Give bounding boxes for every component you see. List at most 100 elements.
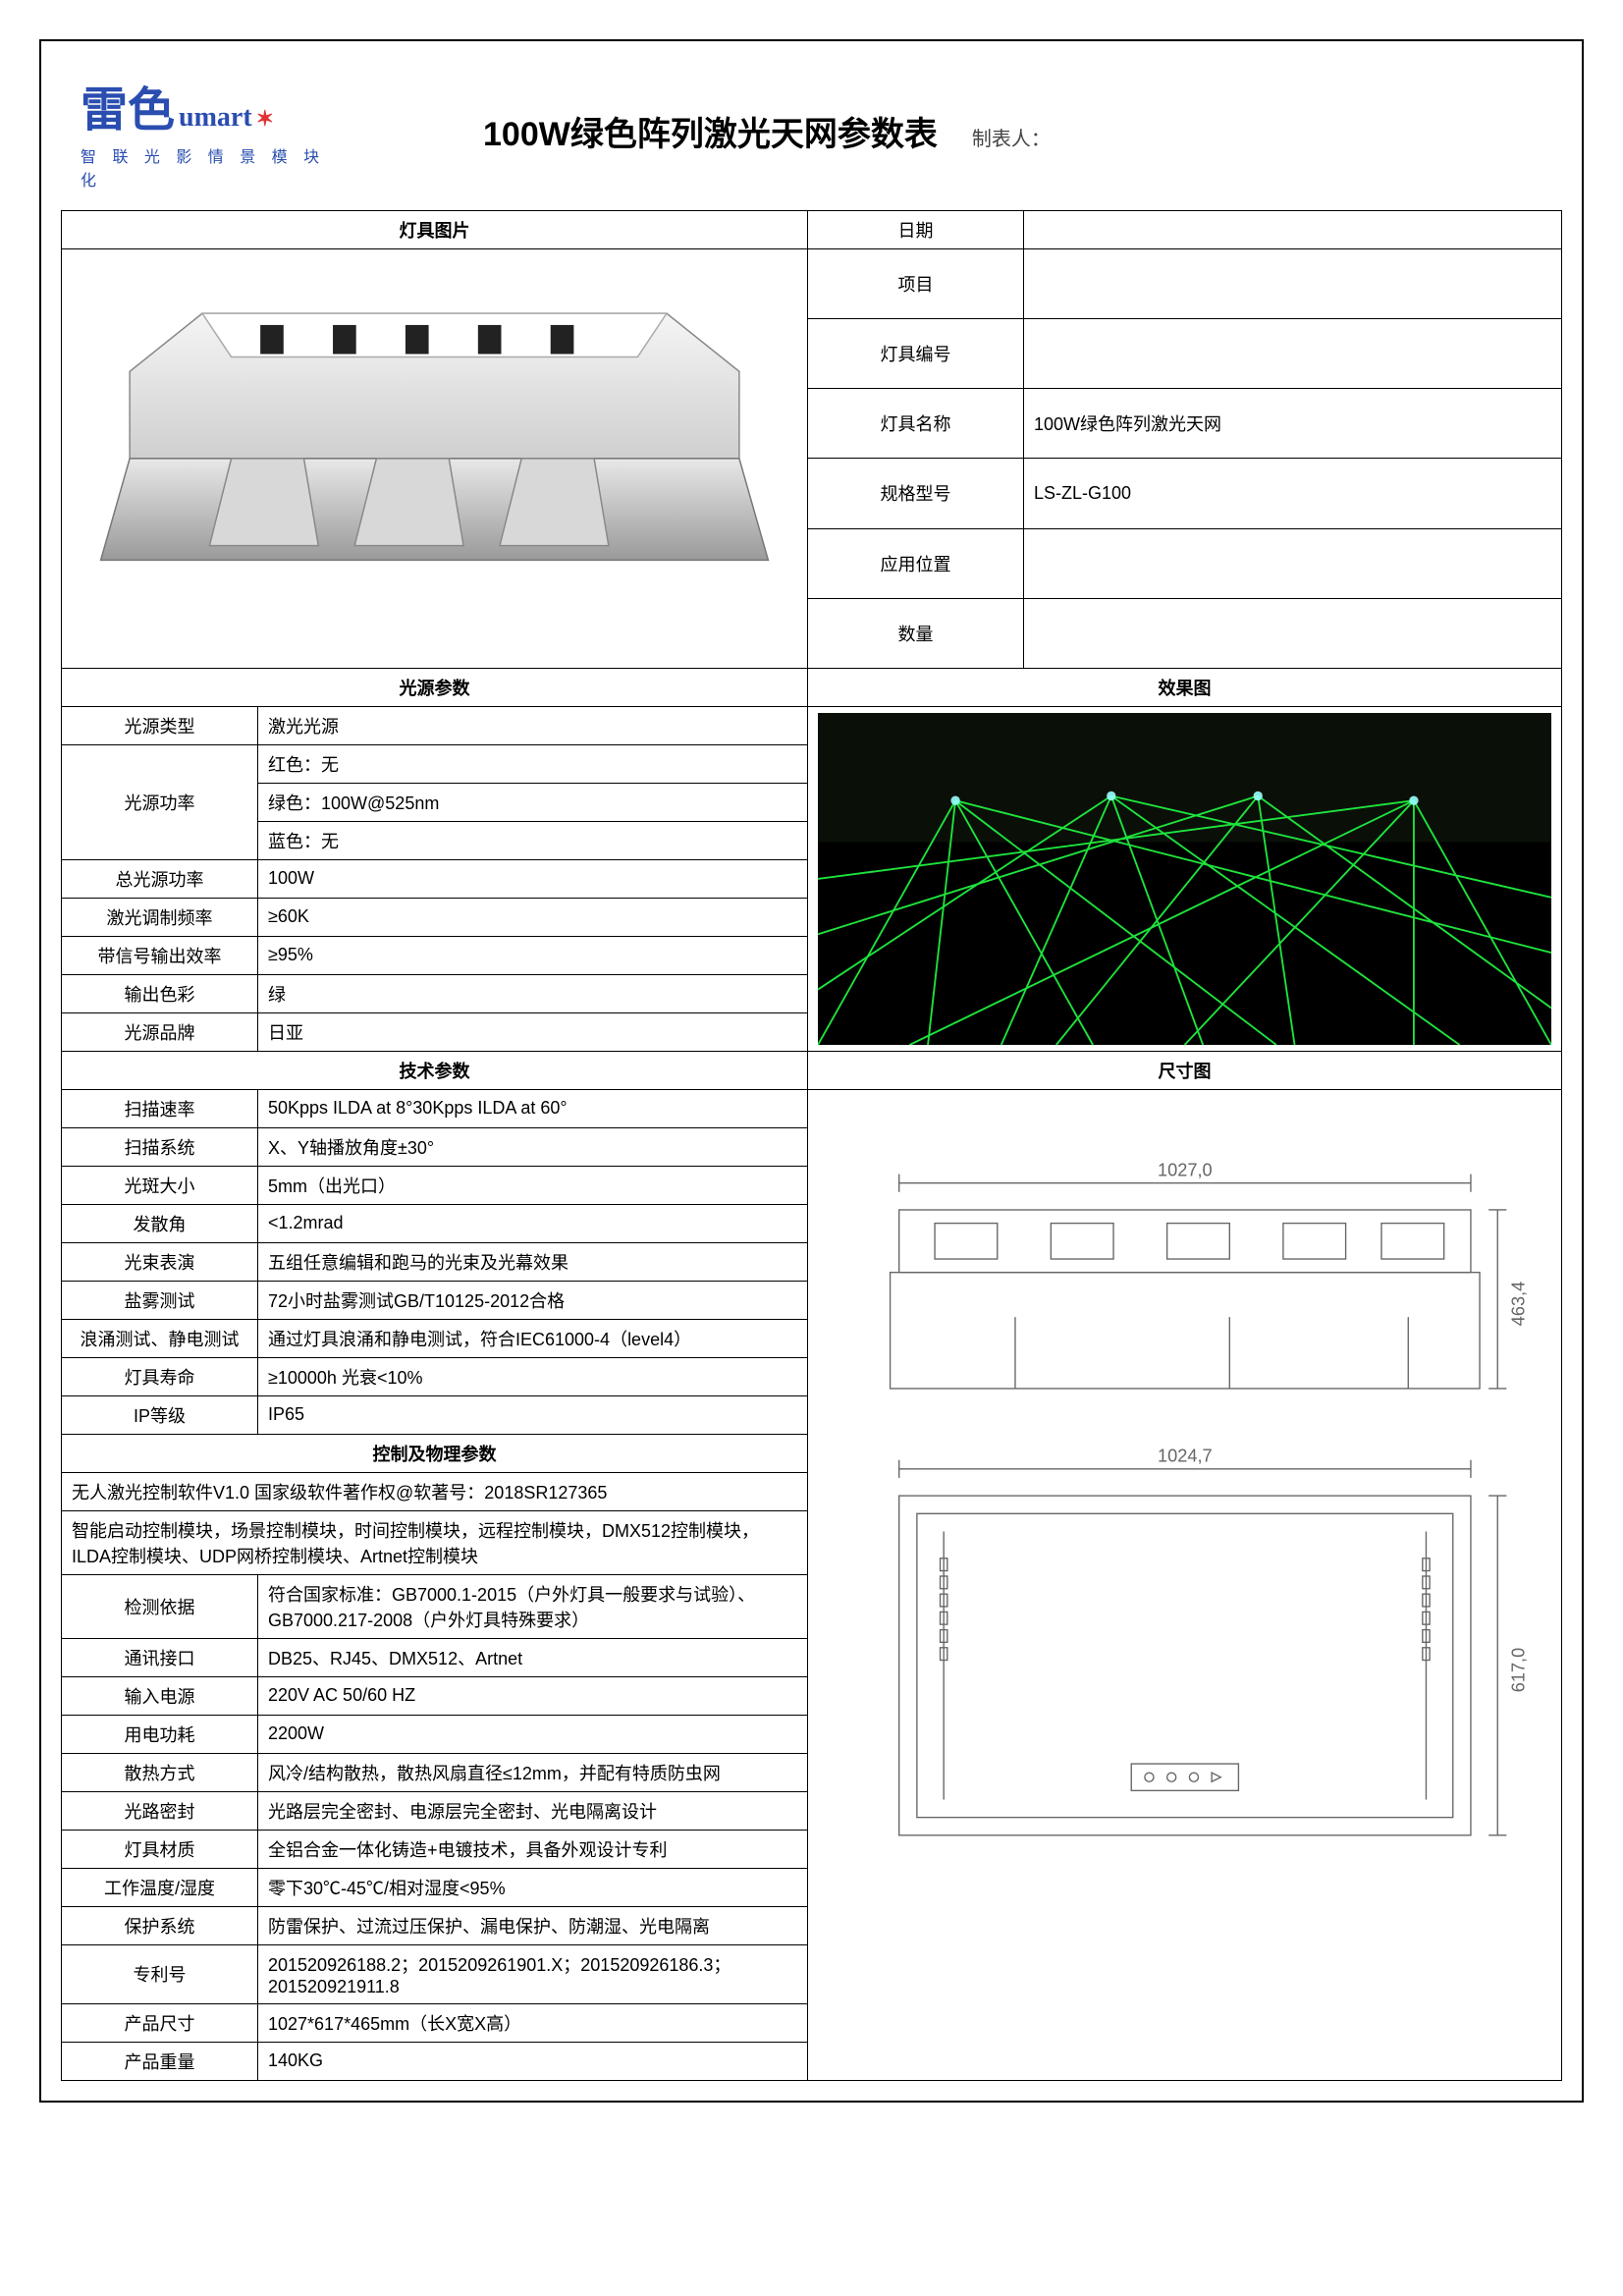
ctrl-value-10: 1027*617*465mm（长X宽X高） [258, 2003, 808, 2042]
info-label-5: 应用位置 [808, 528, 1024, 598]
ls2-label-1: 激光调制频率 [62, 898, 258, 936]
ctrl-label-3: 用电功耗 [62, 1715, 258, 1753]
ctrl-value-6: 全铝合金一体化铸造+电镀技术，具备外观设计专利 [258, 1830, 808, 1868]
spec-table: 灯具图片 日期 [61, 210, 1562, 2081]
section-fixture-image: 灯具图片 [62, 211, 808, 249]
ctrl-value-3: 2200W [258, 1715, 808, 1753]
ctrl-label-0: 检测依据 [62, 1574, 258, 1638]
ctrl-value-2: 220V AC 50/60 HZ [258, 1676, 808, 1715]
tech-label-1: 扫描系统 [62, 1127, 258, 1166]
info-value-5 [1024, 528, 1562, 598]
ls2-value-3: 绿 [258, 974, 808, 1012]
ls2-value-4: 日亚 [258, 1012, 808, 1051]
ctrl-label-10: 产品尺寸 [62, 2003, 258, 2042]
ctrl-label-1: 通讯接口 [62, 1638, 258, 1676]
ls2-label-0: 总光源功率 [62, 859, 258, 898]
tech-label-4: 光束表演 [62, 1242, 258, 1281]
logo-tagline: 智 联 光 影 情 景 模 块 化 [81, 143, 336, 191]
ctrl-value-7: 零下30℃-45℃/相对湿度<95% [258, 1868, 808, 1906]
tech-label-0: 扫描速率 [62, 1089, 258, 1127]
info-label-2: 灯具编号 [808, 319, 1024, 389]
logo-en: umart [179, 102, 252, 134]
tech-value-3: <1.2mrad [258, 1204, 808, 1242]
tech-label-6: 浪涌测试、静电测试 [62, 1319, 258, 1357]
dim-h2: 617,0 [1508, 1648, 1528, 1693]
tech-value-4: 五组任意编辑和跑马的光束及光幕效果 [258, 1242, 808, 1281]
light-power-label: 光源功率 [62, 744, 258, 859]
ctrl-value-9: 201520926188.2；2015209261901.X；201520926… [258, 1944, 808, 2003]
ctrl-label-7: 工作温度/湿度 [62, 1868, 258, 1906]
ctrl-label-5: 光路密封 [62, 1791, 258, 1830]
info-value-4: LS-ZL-G100 [1024, 459, 1562, 528]
control-full-1: 智能启动控制模块，场景控制模块，时间控制模块，远程控制模块，DMX512控制模块… [62, 1510, 808, 1574]
tech-value-7: ≥10000h 光衰<10% [258, 1357, 808, 1395]
section-tech: 技术参数 [62, 1051, 808, 1089]
section-dimension: 尺寸图 [808, 1051, 1562, 1089]
ctrl-label-2: 输入电源 [62, 1676, 258, 1715]
ls2-value-2: ≥95% [258, 936, 808, 974]
tech-value-2: 5mm（出光口） [258, 1166, 808, 1204]
info-label-6: 数量 [808, 598, 1024, 668]
light-power-2: 蓝色：无 [258, 821, 808, 859]
dimension-image-cell: 1027,0 [808, 1089, 1562, 2080]
info-value-3: 100W绿色阵列激光天网 [1024, 389, 1562, 459]
ctrl-label-8: 保护系统 [62, 1906, 258, 1944]
ctrl-value-5: 光路层完全密封、电源层完全密封、光电隔离设计 [258, 1791, 808, 1830]
tech-value-0: 50Kpps ILDA at 8°30Kpps ILDA at 60° [258, 1089, 808, 1127]
dim-h1: 463,4 [1508, 1281, 1528, 1326]
section-light-source: 光源参数 [62, 668, 808, 706]
ctrl-value-1: DB25、RJ45、DMX512、Artnet [258, 1638, 808, 1676]
ctrl-value-11: 140KG [258, 2042, 808, 2080]
ls-label-0: 光源类型 [62, 706, 258, 744]
info-value-1 [1024, 249, 1562, 319]
ctrl-value-4: 风冷/结构散热，散热风扇直径≤12mm，并配有特质防虫网 [258, 1753, 808, 1791]
tech-label-5: 盐雾测试 [62, 1281, 258, 1319]
product-svg [72, 255, 797, 662]
product-illustration [72, 255, 797, 662]
ls2-value-1: ≥60K [258, 898, 808, 936]
section-control: 控制及物理参数 [62, 1434, 808, 1472]
dim-top: 1027,0 [1158, 1160, 1213, 1179]
info-label-4: 规格型号 [808, 459, 1024, 528]
section-effect: 效果图 [808, 668, 1562, 706]
logo-star-icon: ✶ [256, 106, 274, 132]
info-value-2 [1024, 319, 1562, 389]
tech-label-3: 发散角 [62, 1204, 258, 1242]
tech-label-7: 灯具寿命 [62, 1357, 258, 1395]
control-full-0: 无人激光控制软件V1.0 国家级软件著作权@软著号：2018SR127365 [62, 1472, 808, 1510]
info-label-3: 灯具名称 [808, 389, 1024, 459]
ctrl-label-4: 散热方式 [62, 1753, 258, 1791]
ls2-label-3: 输出色彩 [62, 974, 258, 1012]
product-image-cell [62, 249, 808, 669]
dim-mid: 1024,7 [1158, 1446, 1213, 1465]
header: 雷色 umart ✶ 智 联 光 影 情 景 模 块 化 100W绿色阵列激光天… [61, 61, 1562, 210]
effect-image-cell [808, 706, 1562, 1051]
light-power-0: 红色：无 [258, 744, 808, 783]
preparer-label: 制表人： [972, 129, 1051, 150]
ls2-label-4: 光源品牌 [62, 1012, 258, 1051]
tech-value-6: 通过灯具浪涌和静电测试，符合IEC61000-4（level4） [258, 1319, 808, 1357]
tech-value-5: 72小时盐雾测试GB/T10125-2012合格 [258, 1281, 808, 1319]
info-value-6 [1024, 598, 1562, 668]
ls-value-0: 激光光源 [258, 706, 808, 744]
ctrl-label-6: 灯具材质 [62, 1830, 258, 1868]
ctrl-value-0: 符合国家标准：GB7000.1-2015（户外灯具一般要求与试验）、GB7000… [258, 1574, 808, 1638]
logo: 雷色 umart ✶ 智 联 光 影 情 景 模 块 化 [81, 71, 336, 191]
light-power-1: 绿色：100W@525nm [258, 783, 808, 821]
ctrl-label-11: 产品重量 [62, 2042, 258, 2080]
info-value-0 [1024, 211, 1562, 249]
tech-value-8: IP65 [258, 1395, 808, 1434]
ls2-label-2: 带信号输出效率 [62, 936, 258, 974]
page: 雷色 umart ✶ 智 联 光 影 情 景 模 块 化 100W绿色阵列激光天… [39, 39, 1584, 2103]
dimension-drawing: 1027,0 [818, 1096, 1551, 2074]
page-title: 100W绿色阵列激光天网参数表 [483, 116, 938, 153]
info-label-0: 日期 [808, 211, 1024, 249]
effect-image [818, 713, 1551, 1045]
ctrl-value-8: 防雷保护、过流过压保护、漏电保护、防潮湿、光电隔离 [258, 1906, 808, 1944]
tech-label-8: IP等级 [62, 1395, 258, 1434]
title-block: 100W绿色阵列激光天网参数表 制表人： [365, 107, 1542, 155]
ls2-value-0: 100W [258, 859, 808, 898]
ctrl-label-9: 专利号 [62, 1944, 258, 2003]
info-label-1: 项目 [808, 249, 1024, 319]
logo-cn: 雷色 [81, 71, 175, 139]
